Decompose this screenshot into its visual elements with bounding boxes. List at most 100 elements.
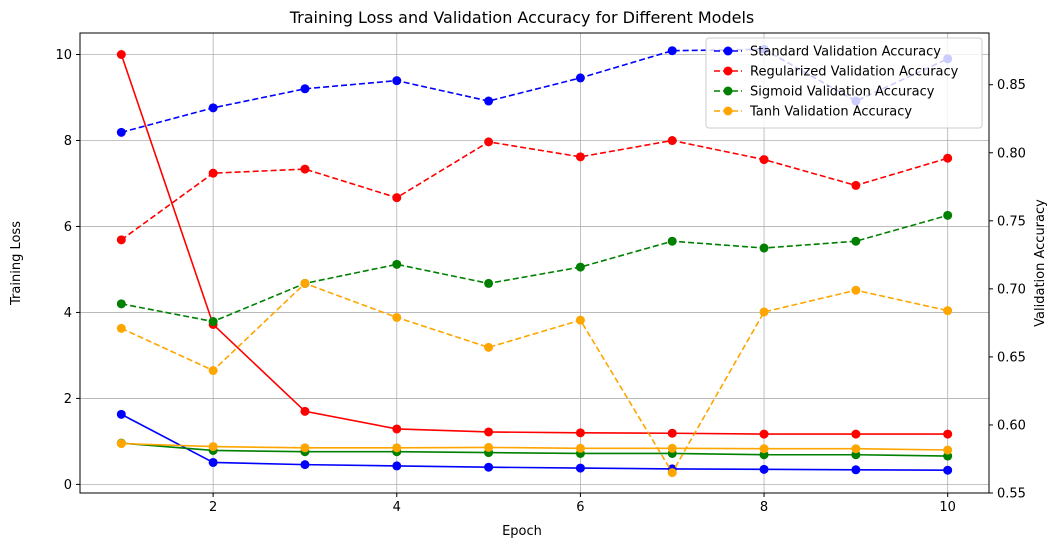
accuracy-point: [759, 243, 769, 253]
accuracy-point: [300, 278, 310, 288]
loss-point: [667, 443, 677, 453]
series-layer: [116, 44, 953, 478]
accuracy-point: [851, 180, 861, 190]
loss-point: [392, 461, 402, 471]
accuracy-point: [208, 168, 218, 178]
loss-point: [575, 428, 585, 438]
accuracy-point: [943, 306, 953, 316]
accuracy-line-1: [120, 139, 948, 241]
left-y-tick-label: 4: [64, 306, 72, 321]
loss-point: [759, 444, 769, 454]
accuracy-point: [300, 84, 310, 94]
loss-point: [943, 445, 953, 455]
accuracy-point: [116, 299, 126, 309]
loss-point: [300, 406, 310, 416]
accuracy-point: [851, 236, 861, 246]
accuracy-point: [484, 278, 494, 288]
accuracy-point: [392, 259, 402, 269]
x-tick-label: 6: [576, 500, 584, 515]
loss-point: [484, 427, 494, 437]
x-axis-title: Epoch: [502, 524, 542, 539]
loss-point: [484, 462, 494, 472]
loss-line-2: [121, 442, 948, 457]
right-y-tick-label: 0.80: [997, 146, 1026, 161]
loss-point: [208, 442, 218, 452]
accuracy-point: [484, 342, 494, 352]
accuracy-point: [208, 103, 218, 113]
x-tick-label: 10: [939, 500, 956, 515]
accuracy-point: [667, 136, 677, 146]
loss-point: [300, 460, 310, 470]
accuracy-point: [667, 468, 677, 478]
accuracy-point: [575, 262, 585, 272]
accuracy-point: [667, 46, 677, 56]
accuracy-point: [392, 76, 402, 86]
legend-label: Regularized Validation Accuracy: [750, 65, 959, 80]
left-axis-title: Training Loss: [9, 221, 24, 306]
left-y-tick-label: 8: [64, 134, 72, 149]
loss-point: [484, 442, 494, 452]
accuracy-point: [484, 137, 494, 147]
accuracy-point: [116, 323, 126, 333]
loss-point: [116, 439, 126, 449]
legend: Standard Validation Accuracy Regularized …: [705, 37, 983, 129]
accuracy-point: [116, 127, 126, 137]
loss-point: [851, 465, 861, 475]
loss-line-1: [120, 54, 948, 435]
legend-swatch-marker: [723, 106, 733, 116]
accuracy-point: [575, 73, 585, 83]
accuracy-point: [943, 153, 953, 163]
right-y-tick-label: 0.55: [997, 487, 1026, 502]
accuracy-point: [208, 366, 218, 376]
plot-frame: [79, 32, 990, 494]
legend-swatch-marker: [723, 66, 733, 76]
accuracy-point: [851, 285, 861, 295]
accuracy-point: [392, 193, 402, 203]
accuracy-point: [943, 210, 953, 220]
right-y-tick-label: 0.75: [997, 214, 1026, 229]
accuracy-line-3: [120, 282, 948, 475]
legend-box: [705, 37, 983, 129]
loss-point: [943, 465, 953, 475]
legend-swatch-marker: [723, 86, 733, 96]
loss-point: [667, 428, 677, 438]
right-y-tick-label: 0.85: [997, 78, 1026, 93]
axes: 2 4 6 8 10 0 2 4 6 8 10 0.55 0.60 0.65 0.70 0.75 0.80 0.8…: [55, 48, 1026, 515]
loss-point: [575, 463, 585, 473]
loss-line-0: [120, 413, 948, 472]
loss-point: [116, 49, 126, 59]
legend-label: Tanh Validation Accuracy: [749, 105, 912, 120]
loss-line-3: [121, 442, 948, 451]
accuracy-point: [208, 317, 218, 327]
left-y-tick-label: 0: [64, 478, 72, 493]
loss-point: [116, 409, 126, 419]
right-axis-title: Validation Accuracy: [1033, 199, 1048, 327]
loss-point: [759, 464, 769, 474]
accuracy-point: [116, 235, 126, 245]
right-y-tick-label: 0.70: [997, 282, 1026, 297]
accuracy-point: [759, 307, 769, 317]
loss-point: [208, 457, 218, 467]
x-tick-label: 4: [393, 500, 401, 515]
loss-point: [300, 443, 310, 453]
right-y-tick-label: 0.60: [997, 418, 1026, 433]
left-y-tick-label: 6: [64, 220, 72, 235]
chart-title: Training Loss and Validation Accuracy fo…: [289, 8, 754, 27]
left-y-tick-label: 10: [55, 48, 72, 63]
accuracy-point: [667, 236, 677, 246]
right-y-tick-label: 0.65: [997, 350, 1026, 365]
loss-point: [575, 443, 585, 453]
loss-point: [392, 424, 402, 434]
loss-point: [392, 443, 402, 453]
accuracy-point: [759, 155, 769, 165]
x-tick-label: 2: [209, 500, 217, 515]
accuracy-line-2: [121, 214, 948, 323]
loss-point: [851, 429, 861, 439]
left-y-tick-label: 2: [64, 392, 72, 407]
accuracy-point: [575, 315, 585, 325]
accuracy-point: [484, 96, 494, 106]
loss-point: [759, 429, 769, 439]
x-tick-label: 8: [760, 500, 768, 515]
legend-swatch-marker: [723, 46, 733, 56]
